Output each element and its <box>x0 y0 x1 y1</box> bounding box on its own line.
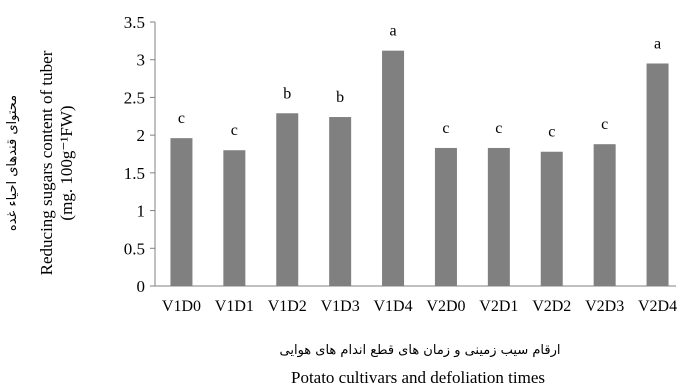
y-axis-title-persian: محتوای قندهای احیاء غده <box>5 95 20 231</box>
significance-letter-V1D0: c <box>178 110 185 127</box>
y-tick-label: 3.5 <box>124 13 145 32</box>
y-tick-label: 2.5 <box>124 88 145 107</box>
x-category-label-V1D3: V1D3 <box>321 298 360 315</box>
bars <box>170 50 669 286</box>
y-axis-title-line-1: Reducing sugars content of tuber <box>37 50 56 275</box>
x-category-label-V2D1: V2D1 <box>479 298 518 315</box>
y-axis-ticks: 0 0.5 1 1.5 2 2.5 3 3.5 <box>124 13 155 296</box>
bar-V2D4 <box>646 63 669 286</box>
x-category-label-V1D2: V1D2 <box>268 298 307 315</box>
y-tick-label: 3 <box>137 51 146 70</box>
bar-V1D4 <box>382 50 405 286</box>
significance-letter-V1D1: c <box>231 122 238 139</box>
x-category-label-V2D3: V2D3 <box>585 298 624 315</box>
y-axis-title-line-2: (mg. 100g⁻¹FW) <box>57 105 76 220</box>
x-axis-title-persian: ارقام سیب زمینی و زمان های قطع اندام های… <box>280 343 561 358</box>
y-tick-label: 0 <box>137 277 146 296</box>
bar-V2D1 <box>487 147 510 286</box>
significance-letter-V2D1: c <box>495 120 502 137</box>
bar-V2D2 <box>540 151 563 286</box>
y-tick-label: 1.5 <box>124 164 145 183</box>
y-tick-label: 0.5 <box>124 239 145 258</box>
bar-V1D2 <box>276 113 299 286</box>
significance-letter-V1D3: b <box>336 89 344 106</box>
significance-letter-V2D4: a <box>654 35 661 52</box>
y-tick-label: 1 <box>137 202 146 221</box>
significance-letter-V2D0: c <box>442 120 449 137</box>
y-tick-label: 2 <box>137 126 146 145</box>
x-category-label-V2D2: V2D2 <box>532 298 571 315</box>
bar-V1D3 <box>329 117 352 286</box>
bar-V1D0 <box>170 138 193 286</box>
x-category-label-V1D4: V1D4 <box>373 298 412 315</box>
x-axis-title: Potato cultivars and defoliation times <box>291 368 545 387</box>
x-axis-category-labels: V1D0 V1D1 V1D2 V1D3 V1D4 V2D0 V2D1 V2D2 V2D3 V2D4 <box>162 298 677 315</box>
x-category-label-V2D0: V2D0 <box>426 298 465 315</box>
x-category-label-V1D1: V1D1 <box>215 298 254 315</box>
significance-letter-V2D3: c <box>601 116 608 133</box>
bar-V2D0 <box>434 147 457 286</box>
significance-letter-V1D4: a <box>389 23 396 40</box>
significance-letter-V2D2: c <box>548 124 555 141</box>
significance-letters: c c b b a c c c c a <box>178 23 661 141</box>
x-category-label-V1D0: V1D0 <box>162 298 201 315</box>
x-category-label-V2D4: V2D4 <box>638 298 677 315</box>
bar-V2D3 <box>593 144 616 286</box>
bar-V1D1 <box>223 150 246 286</box>
significance-letter-V1D2: b <box>283 85 291 102</box>
